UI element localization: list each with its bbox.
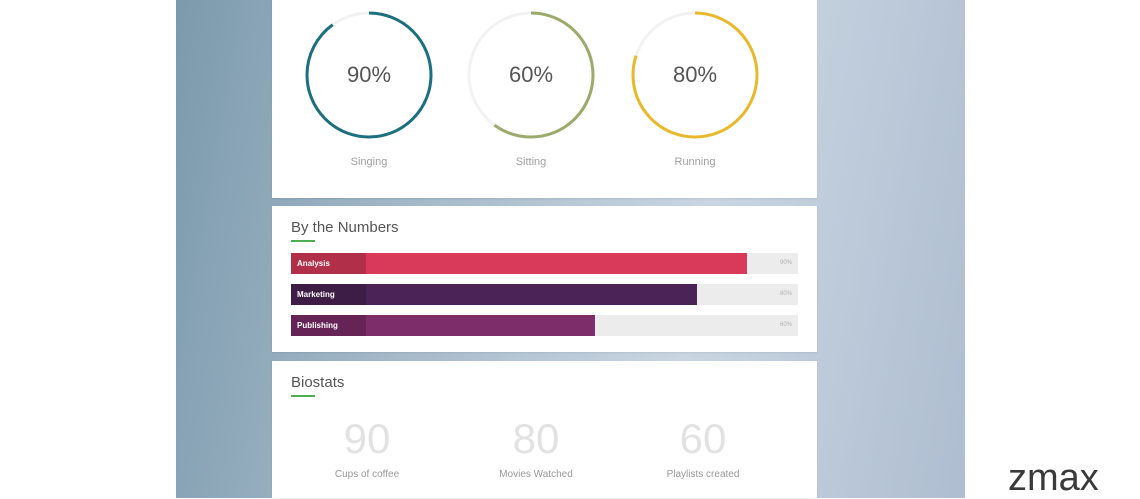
ring-sitting: 60% [466,10,596,140]
ring-value: 80% [672,62,718,87]
bar-label: Analysis [297,259,330,268]
bar-label-bg [291,315,366,336]
progress-ring-icon [305,11,433,139]
bar-label-bg [291,253,366,274]
stat-coffee: 90 Cups of coffee [282,415,452,480]
bar-percent: 90% [779,260,792,266]
bar-percent: 80% [779,291,792,297]
bar-fill [291,315,596,336]
section-title: Biostats [291,374,345,391]
progress-bar-publishing: Publishing 60% [291,315,798,336]
stat-value: 90 [343,415,391,462]
stat-label: Movies Watched [499,469,573,480]
skills-rings-card: 90% Singing 60% Sitting 80% Running [272,0,817,198]
stat-playlists: 60 Playlists created [618,415,788,480]
bar-percent: 60% [779,322,792,328]
biostats-card: Biostats 90 Cups of coffee 80 Movies Wat… [272,361,817,498]
bar-label-bg [291,284,366,305]
ring-label: Running [674,156,716,168]
stat-value: 60 [679,415,727,462]
stat-label: Playlists created [666,469,740,480]
title-underline [291,395,315,397]
progress-ring-icon [631,11,759,139]
progress-ring-icon [467,11,595,139]
ring-label: Singing [350,156,388,168]
bar-label: Marketing [297,290,335,299]
stat-movies: 80 Movies Watched [451,415,621,480]
stat-value: 80 [512,415,560,462]
bar-fill [291,253,748,274]
bar-fill [291,284,697,305]
bar-label: Publishing [297,321,338,330]
progress-bar-analysis: Analysis 90% [291,253,798,274]
watermark-logo: zmax [1008,457,1099,499]
progress-bar-marketing: Marketing 80% [291,284,798,305]
ring-value: 60% [508,62,554,87]
stat-label: Cups of coffee [334,469,400,480]
title-underline [291,240,315,242]
ring-label: Sitting [515,156,547,168]
by-the-numbers-card: By the Numbers Analysis 90% Marketing 80… [272,206,817,352]
ring-running: 80% [630,10,760,140]
ring-value: 90% [346,62,392,87]
section-title: By the Numbers [291,219,399,236]
ring-singing: 90% [304,10,434,140]
